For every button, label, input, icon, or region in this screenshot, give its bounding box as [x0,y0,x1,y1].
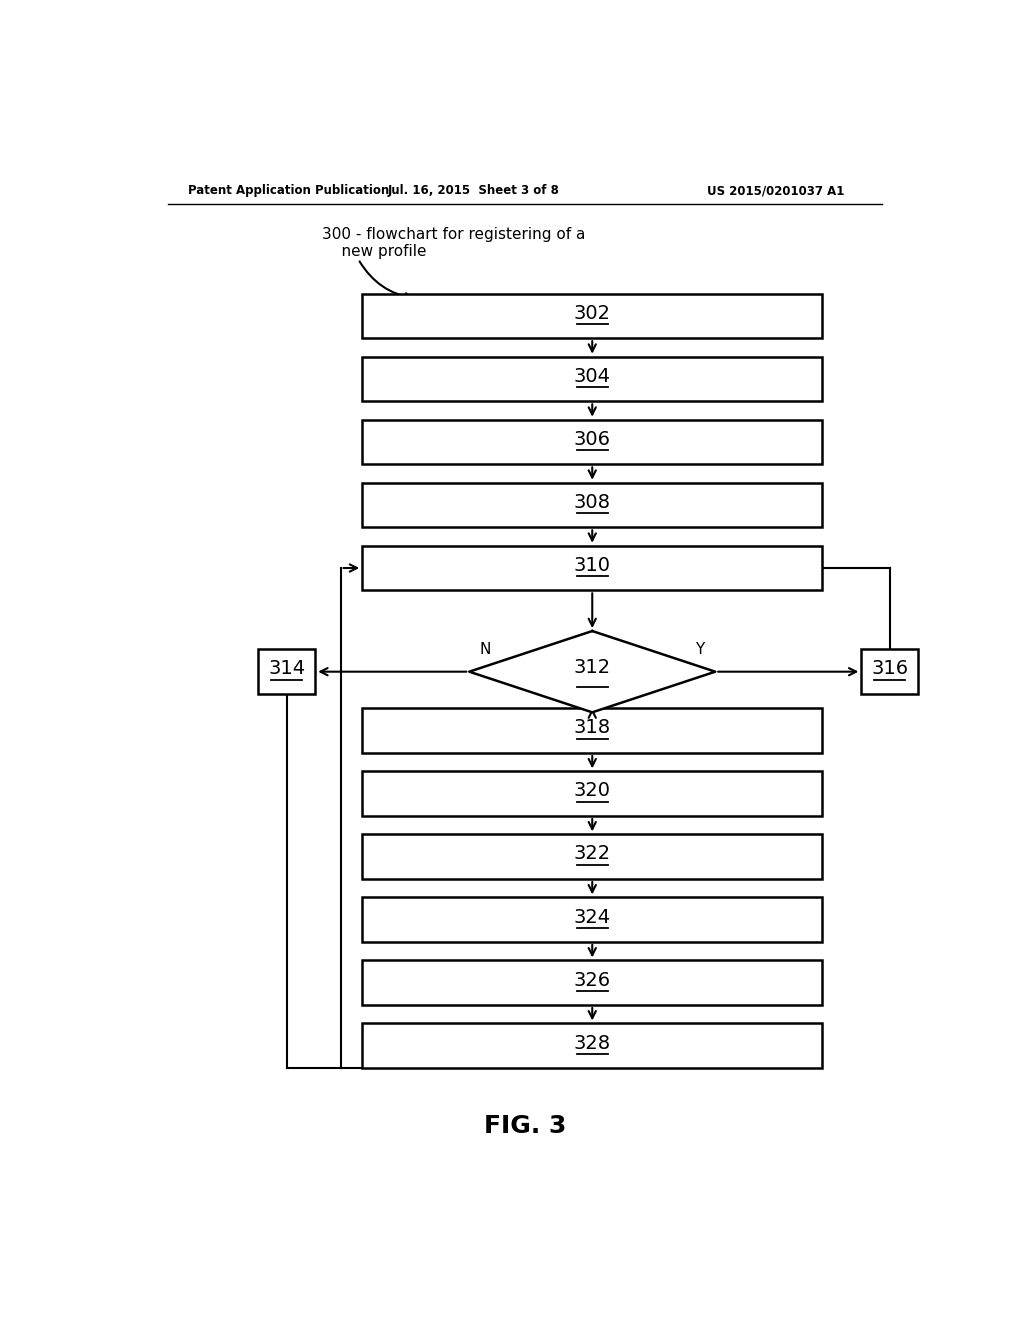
Bar [362,420,822,465]
Text: 322: 322 [573,845,611,863]
Text: 302: 302 [573,304,610,323]
Text: Patent Application Publication: Patent Application Publication [187,185,389,198]
Bar [362,1023,822,1068]
Bar [362,898,822,942]
Bar [362,545,822,590]
Bar [362,709,822,752]
Text: 320: 320 [573,781,610,800]
Text: 326: 326 [573,970,611,990]
Bar [362,483,822,528]
Bar [362,771,822,816]
Text: 312: 312 [573,659,611,677]
Text: 328: 328 [573,1034,611,1052]
Text: 314: 314 [268,660,305,678]
Text: 324: 324 [573,908,611,927]
Polygon shape [469,631,715,713]
Bar [362,356,822,401]
Text: US 2015/0201037 A1: US 2015/0201037 A1 [708,185,845,198]
Text: new profile: new profile [323,244,427,260]
Bar [362,961,822,1005]
Text: 316: 316 [871,660,908,678]
Text: N: N [479,642,490,657]
Text: 300 - flowchart for registering of a: 300 - flowchart for registering of a [323,227,586,242]
Text: Y: Y [694,642,705,657]
Text: 310: 310 [573,556,610,574]
Text: 306: 306 [573,430,610,449]
Text: 308: 308 [573,492,610,512]
Bar [362,834,822,879]
Bar [258,649,315,694]
Text: Jul. 16, 2015  Sheet 3 of 8: Jul. 16, 2015 Sheet 3 of 8 [387,185,559,198]
Text: FIG. 3: FIG. 3 [483,1114,566,1138]
Bar [362,293,822,338]
Text: 304: 304 [573,367,610,385]
Text: 318: 318 [573,718,611,738]
Bar [861,649,919,694]
